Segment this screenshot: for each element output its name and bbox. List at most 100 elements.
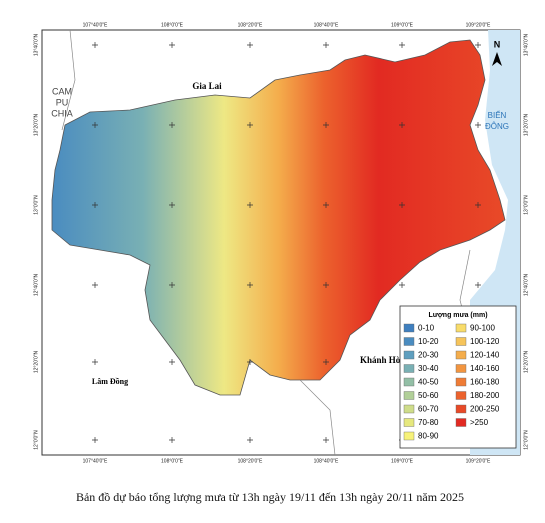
graticule-cross	[92, 437, 98, 443]
legend-swatch	[455, 337, 467, 346]
left-tick-label: 13°20'0"N	[33, 113, 39, 136]
legend-swatch	[403, 350, 415, 360]
legend-label: 120-140	[470, 351, 500, 360]
legend-swatch	[403, 418, 415, 427]
legend-swatch	[455, 418, 467, 427]
graticule-cross	[169, 202, 175, 208]
graticule-cross	[399, 202, 405, 208]
province-label: Gia Lai	[192, 81, 222, 91]
graticule-cross	[323, 359, 329, 365]
legend-swatch	[403, 391, 415, 400]
legend-label: 30-40	[418, 364, 439, 373]
bottom-tick-label: 108°40'0"E	[314, 458, 339, 464]
right-tick-label: 12°20'0"N	[523, 350, 529, 373]
graticule-cross	[323, 42, 329, 48]
right-tick-label: 13°40'0"N	[523, 33, 529, 56]
legend-label: 20-30	[418, 351, 439, 360]
graticule-cross	[169, 282, 175, 288]
graticule-cross	[247, 359, 253, 365]
right-tick-label: 12°0'0"N	[523, 430, 529, 450]
right-tick-label: 12°40'0"N	[523, 273, 529, 296]
graticule-cross	[475, 42, 481, 48]
graticule-cross	[247, 202, 253, 208]
graticule-cross	[169, 42, 175, 48]
bottom-tick-label: 109°20'0"E	[466, 458, 491, 464]
top-tick-label: 108°40'0"E	[314, 22, 339, 28]
graticule-cross	[92, 282, 98, 288]
top-tick-label: 109°20'0"E	[466, 22, 491, 28]
left-tick-label: 12°40'0"N	[33, 273, 39, 296]
country-label: CAM	[52, 86, 72, 96]
left-tick-label: 12°0'0"N	[33, 430, 39, 450]
graticule-cross	[323, 122, 329, 128]
bottom-tick-label: 108°0'0"E	[161, 458, 184, 464]
legend-label: >250	[470, 418, 489, 427]
legend-swatch	[455, 350, 467, 360]
legend-swatch	[455, 323, 467, 333]
right-tick-label: 13°20'0"N	[523, 113, 529, 136]
north-label: N	[494, 39, 501, 49]
legend-title: Lượng mưa (mm)	[428, 312, 487, 319]
legend-label: 70-80	[418, 418, 439, 427]
graticule-cross	[399, 282, 405, 288]
left-tick-label: 13°0'0"N	[33, 195, 39, 215]
graticule-cross	[247, 282, 253, 288]
legend-swatch	[455, 404, 467, 414]
legend-label: 40-50	[418, 378, 439, 387]
graticule-cross	[323, 202, 329, 208]
legend-label: 200-250	[470, 405, 500, 414]
top-tick-label: 108°0'0"E	[161, 22, 184, 28]
graticule-cross	[399, 42, 405, 48]
legend-swatch	[455, 391, 467, 400]
legend-label: 100-120	[470, 337, 500, 346]
top-tick-label: 109°0'0"E	[391, 22, 414, 28]
caption: Bản đồ dự báo tổng lượng mưa từ 13h ngày…	[76, 490, 464, 504]
graticule-cross	[92, 122, 98, 128]
graticule-cross	[323, 437, 329, 443]
bottom-tick-label: 107°40'0"E	[83, 458, 108, 464]
legend-swatch	[403, 431, 415, 441]
province-label: Khánh Hòa	[360, 355, 405, 365]
legend-swatch	[403, 337, 415, 346]
legend-swatch	[455, 364, 467, 373]
legend-label: 80-90	[418, 432, 439, 441]
left-tick-label: 13°40'0"N	[33, 33, 39, 56]
legend-label: 160-180	[470, 378, 500, 387]
graticule-cross	[92, 359, 98, 365]
bottom-tick-label: 108°20'0"E	[238, 458, 263, 464]
legend-swatch	[403, 404, 415, 414]
legend-swatch	[403, 377, 415, 387]
graticule-cross	[247, 122, 253, 128]
graticule-cross	[92, 42, 98, 48]
graticule-cross	[475, 202, 481, 208]
country-label: PU	[56, 97, 69, 107]
graticule-cross	[323, 282, 329, 288]
graticule-cross	[399, 122, 405, 128]
graticule-cross	[169, 437, 175, 443]
graticule-cross	[169, 359, 175, 365]
graticule-cross	[169, 122, 175, 128]
left-tick-label: 12°20'0"N	[33, 350, 39, 373]
sea-label: BIỂN	[488, 111, 507, 120]
legend-label: 50-60	[418, 391, 439, 400]
legend-swatch	[403, 323, 415, 333]
province-label: Lâm Đồng	[92, 377, 128, 386]
graticule-cross	[247, 437, 253, 443]
legend-label: 90-100	[470, 324, 495, 333]
legend-label: 10-20	[418, 337, 439, 346]
legend-label: 140-160	[470, 364, 500, 373]
forecast-region	[51, 39, 506, 396]
country-label: CHIA	[51, 108, 73, 118]
graticule-cross	[475, 282, 481, 288]
right-tick-label: 13°0'0"N	[523, 195, 529, 215]
legend-label: 0-10	[418, 324, 435, 333]
sea-label: ĐÔNG	[485, 122, 509, 131]
top-tick-label: 107°40'0"E	[83, 22, 108, 28]
graticule-cross	[92, 202, 98, 208]
legend-swatch	[455, 377, 467, 387]
legend-swatch	[403, 364, 415, 373]
graticule-cross	[475, 122, 481, 128]
legend-label: 180-200	[470, 391, 500, 400]
